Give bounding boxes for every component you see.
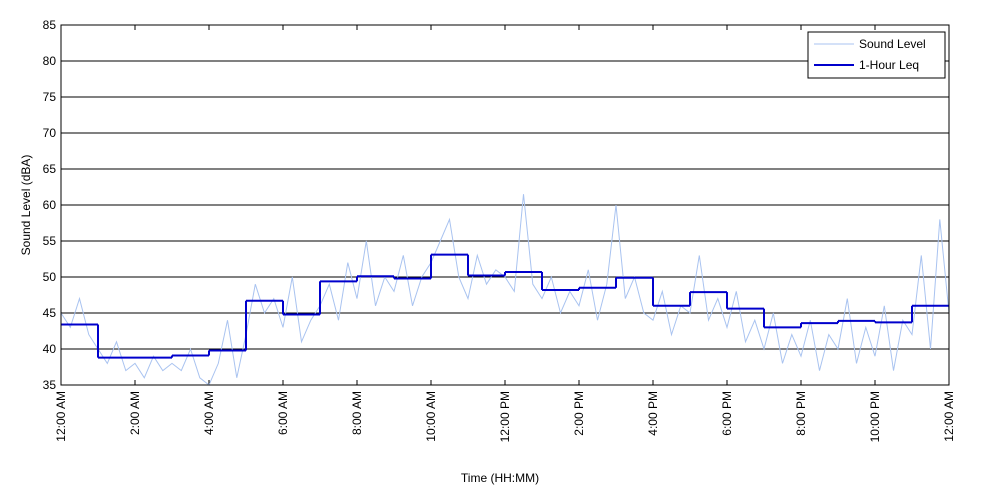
x-tick-label: 12:00 PM xyxy=(498,391,512,442)
x-tick-label: 4:00 AM xyxy=(202,391,216,435)
x-tick-label: 6:00 PM xyxy=(720,391,734,436)
x-tick-label: 10:00 AM xyxy=(424,391,438,442)
x-tick-label: 12:00 AM xyxy=(54,391,68,442)
y-tick-label: 35 xyxy=(43,378,57,392)
legend-box xyxy=(807,31,946,79)
plot-frame xyxy=(60,24,950,386)
legend-label: Sound Level xyxy=(859,37,926,51)
y-tick-label: 75 xyxy=(43,90,57,104)
y-tick-label: 45 xyxy=(43,306,57,320)
y-tick-label: 80 xyxy=(43,54,57,68)
y-tick-label: 60 xyxy=(43,198,57,212)
x-tick-label: 2:00 PM xyxy=(572,391,586,436)
x-tick-label: 10:00 PM xyxy=(868,391,882,442)
y-tick-label: 85 xyxy=(43,18,57,32)
x-tick-label: 12:00 AM xyxy=(942,391,956,442)
y-tick-label: 70 xyxy=(43,126,57,140)
y-tick-label: 40 xyxy=(43,342,57,356)
y-tick-label: 65 xyxy=(43,162,57,176)
x-axis-label: Time (HH:MM) xyxy=(461,471,539,485)
x-tick-label: 8:00 AM xyxy=(350,391,364,435)
x-tick-label: 6:00 AM xyxy=(276,391,290,435)
x-tick-label: 8:00 PM xyxy=(794,391,808,436)
x-tick-label: 2:00 AM xyxy=(128,391,142,435)
y-tick-label: 55 xyxy=(43,234,57,248)
legend-label: 1-Hour Leq xyxy=(859,58,919,72)
y-axis-label: Sound Level (dBA) xyxy=(19,155,33,256)
x-tick-label: 4:00 PM xyxy=(646,391,660,436)
y-tick-label: 50 xyxy=(43,270,57,284)
